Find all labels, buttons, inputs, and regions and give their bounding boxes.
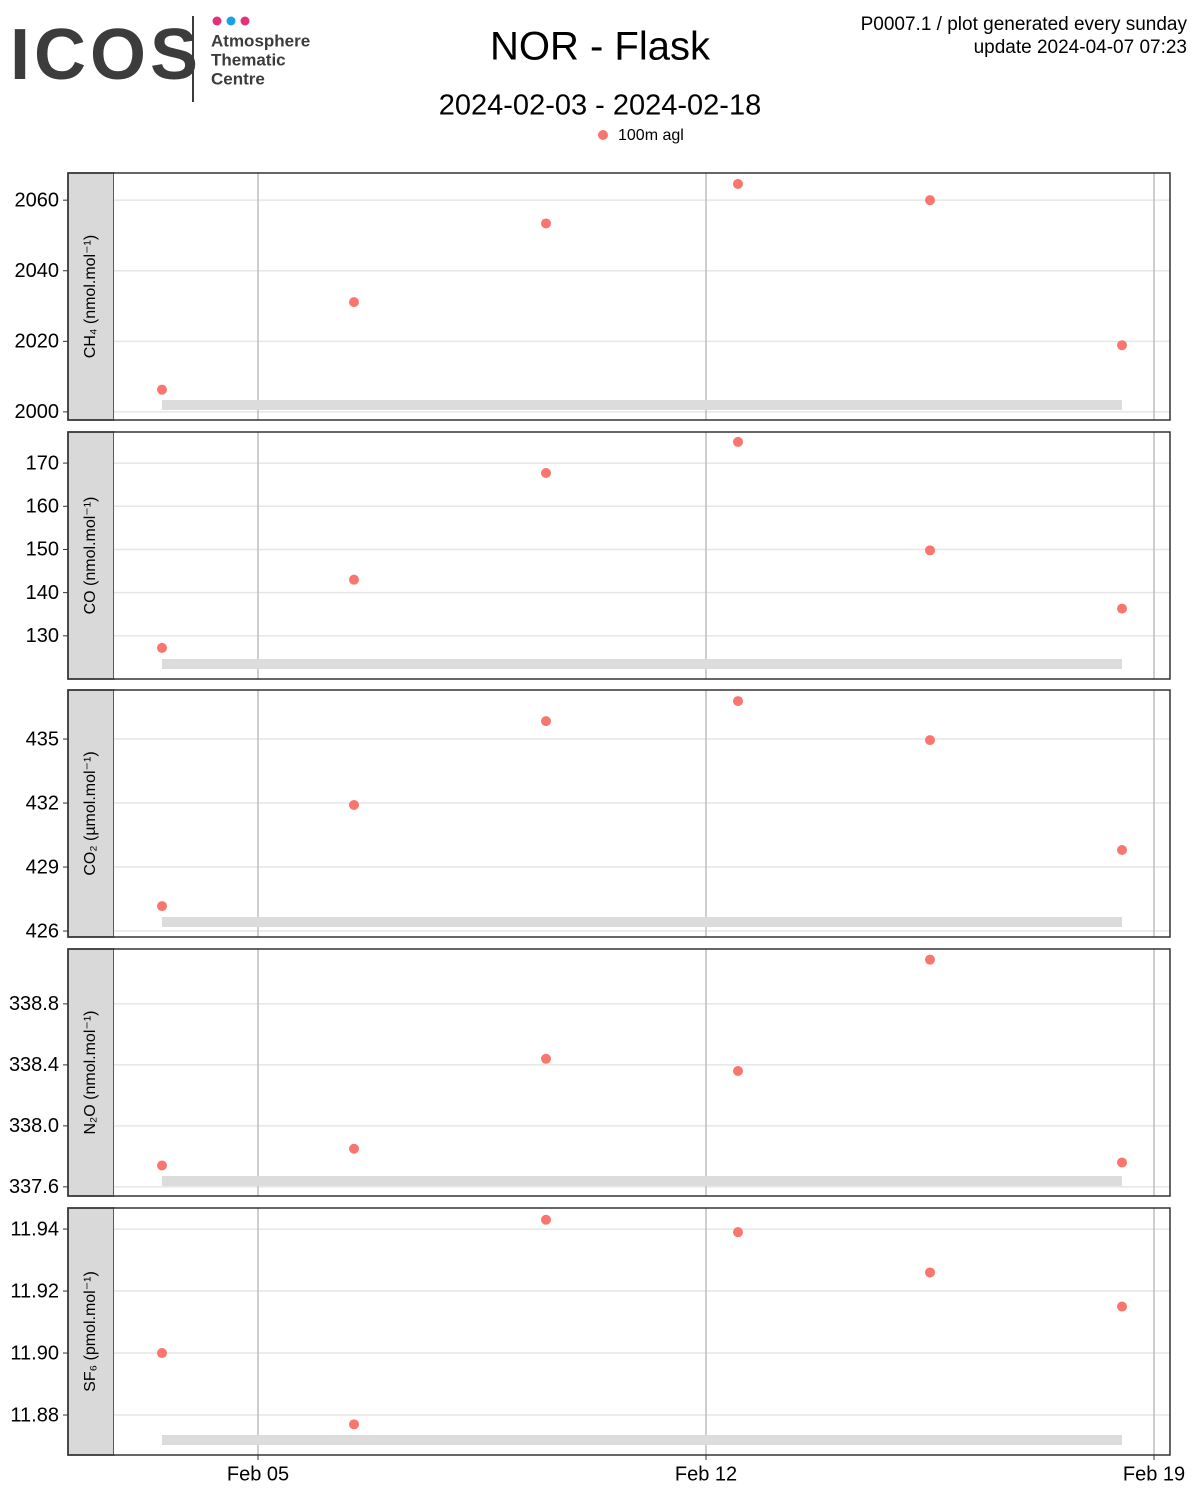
subtitle: 2024-02-03 - 2024-02-18 [439,90,761,122]
point [349,1419,359,1430]
x-tick-label: Feb 19 [1123,1463,1185,1485]
panel-border [67,431,1171,680]
point [925,1267,935,1278]
point [157,1160,167,1171]
coverage-bar [162,400,1122,410]
strip [67,689,115,938]
legend-key [598,130,608,140]
point [157,1348,167,1359]
info: P0007.1 / plot generated every sunday [861,14,1188,35]
point [349,574,359,585]
point [1117,1157,1127,1168]
point [1117,844,1127,855]
point [733,178,743,189]
y-tick-label: 432 [26,792,59,814]
point [541,468,551,479]
y-tick-label: 140 [26,582,59,604]
y-axis-label: N₂O (nmol.mol⁻¹) [82,1011,99,1135]
point [349,1143,359,1154]
y-tick-label: 338.8 [9,993,59,1015]
point [541,716,551,727]
logo: ICOS [10,15,202,95]
point [925,545,935,556]
x-tick-label: Feb 12 [675,1463,737,1485]
y-tick-label: 11.90 [10,1342,59,1364]
y-tick-label: 2000 [15,401,60,423]
panel-border [67,1207,1171,1456]
info: update 2024-04-07 07:23 [974,37,1187,58]
coverage-bar [162,659,1122,669]
point [925,954,935,965]
y-axis-label: SF₆ (pmol.mol⁻¹) [82,1271,99,1392]
point [733,1227,743,1238]
point [541,218,551,229]
title: NOR - Flask [490,25,711,69]
logo-sub: Atmosphere [211,31,310,50]
point [349,799,359,810]
point [1117,340,1127,351]
point [925,195,935,206]
y-tick-label: 11.92 [10,1280,59,1302]
coverage-bar [162,917,1122,927]
x-tick-label: Feb 05 [227,1463,289,1485]
point [733,436,743,447]
y-tick-label: 170 [26,452,59,474]
y-tick-label: 2040 [15,260,60,282]
logo-sub: Centre [211,69,265,88]
point [541,1053,551,1064]
point [925,735,935,746]
coverage-bar [162,1435,1122,1445]
y-axis-label: CO (nmol.mol⁻¹) [82,497,99,615]
logo-dot [240,16,250,26]
point [157,901,167,912]
panel-border [67,948,1171,1197]
logo-sub: Thematic [211,50,286,69]
point [157,384,167,395]
y-tick-label: 130 [26,625,59,647]
panel [114,1208,1170,1455]
y-tick-label: 429 [26,856,59,878]
point [157,642,167,653]
panel [114,432,1170,679]
y-tick-label: 338.4 [9,1054,59,1076]
y-tick-label: 2020 [15,331,60,353]
y-tick-label: 160 [26,496,59,518]
strip [67,1207,115,1456]
panel [114,949,1170,1196]
logo-dot [226,16,236,26]
y-tick-label: 150 [26,539,59,561]
logo-dot [212,16,222,26]
y-tick-label: 337.6 [9,1176,59,1198]
point [733,1065,743,1076]
y-tick-label: 435 [26,728,59,750]
panel [114,690,1170,937]
y-tick-label: 11.88 [10,1404,59,1426]
y-tick-label: 426 [26,920,59,942]
panel [114,173,1170,420]
y-axis-label: CH₄ (nmol.mol⁻¹) [82,235,99,358]
y-tick-label: 338.0 [9,1115,59,1137]
y-tick-label: 11.94 [10,1218,59,1240]
panel-border [67,172,1171,421]
point [1117,603,1127,614]
point [349,297,359,308]
panel-border [67,689,1171,938]
y-tick-label: 2060 [15,189,60,211]
point [541,1214,551,1225]
coverage-bar [162,1176,1122,1186]
point [733,696,743,707]
legend-label: 100m agl [618,127,684,144]
y-axis-label: CO₂ (µmol.mol⁻¹) [82,751,99,875]
point [1117,1301,1127,1312]
